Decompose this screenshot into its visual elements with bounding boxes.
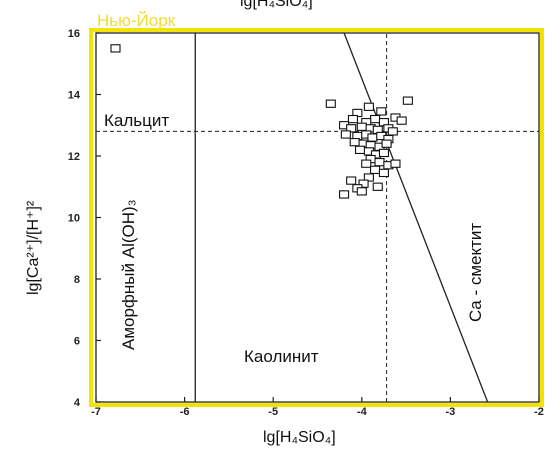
x-tick-label: -7: [91, 406, 101, 418]
boundary-line-kaolinite-Ca-smectite: [343, 32, 489, 403]
y-axis-ticks: 4 6 8 10 12 14 16: [68, 28, 101, 409]
y-tick-label: 12: [68, 151, 80, 163]
data-points: [110, 44, 413, 199]
data-point: [367, 133, 378, 142]
data-point: [349, 138, 360, 147]
data-point: [361, 159, 372, 168]
panel-frame: [89, 28, 544, 407]
data-point: [402, 96, 413, 105]
y-axis-title: lg[Ca²⁺]/[H⁺]²: [25, 200, 42, 295]
data-point: [356, 122, 367, 131]
data-point: [390, 159, 401, 168]
data-point: [381, 139, 392, 148]
data-point: [374, 158, 385, 167]
data-point: [354, 145, 366, 154]
region-label-kaolinite: Каолинит: [244, 347, 319, 366]
boundary-lines: [96, 32, 539, 403]
data-point: [339, 190, 350, 199]
x-tick-label: -3: [446, 406, 456, 418]
data-point: [372, 182, 383, 191]
data-point: [370, 114, 381, 124]
data-point: [325, 99, 336, 108]
panel-title: Нью-Йорк: [97, 11, 176, 30]
y-tick-label: 14: [68, 90, 81, 102]
x-axis-ticks: -7 -6 -5 -4 -3 -2: [91, 397, 544, 418]
region-label-calcite: Кальцит: [104, 111, 169, 130]
data-point: [347, 114, 358, 124]
region-label-ca-smectite: Ca - смектит: [466, 223, 485, 322]
data-point: [378, 148, 390, 158]
y-tick-label: 8: [74, 274, 80, 286]
data-point: [363, 173, 374, 182]
data-point: [363, 102, 374, 111]
region-label-amorphous-aloh3: Аморфный Al(OH)₃: [119, 199, 138, 350]
x-tick-label: -4: [357, 406, 368, 418]
data-point: [376, 107, 387, 116]
x-axis-title-top: lg[H₄SiO₄]: [240, 0, 313, 10]
x-tick-label: -2: [534, 406, 544, 418]
y-tick-label: 16: [68, 28, 80, 40]
data-point: [356, 187, 367, 196]
data-point: [340, 130, 351, 139]
data-point: [378, 168, 390, 178]
data-point: [370, 165, 381, 174]
data-point: [346, 176, 357, 185]
x-tick-label: -6: [180, 406, 190, 418]
y-tick-label: 6: [74, 336, 80, 348]
y-tick-label: 10: [68, 213, 80, 225]
x-axis-title: lg[H₄SiO₄]: [263, 429, 336, 446]
data-point: [110, 44, 121, 53]
data-point: [396, 116, 407, 125]
data-point: [346, 124, 357, 133]
x-tick-label: -5: [268, 406, 278, 418]
data-point: [387, 127, 398, 136]
y-tick-label: 4: [74, 397, 81, 409]
